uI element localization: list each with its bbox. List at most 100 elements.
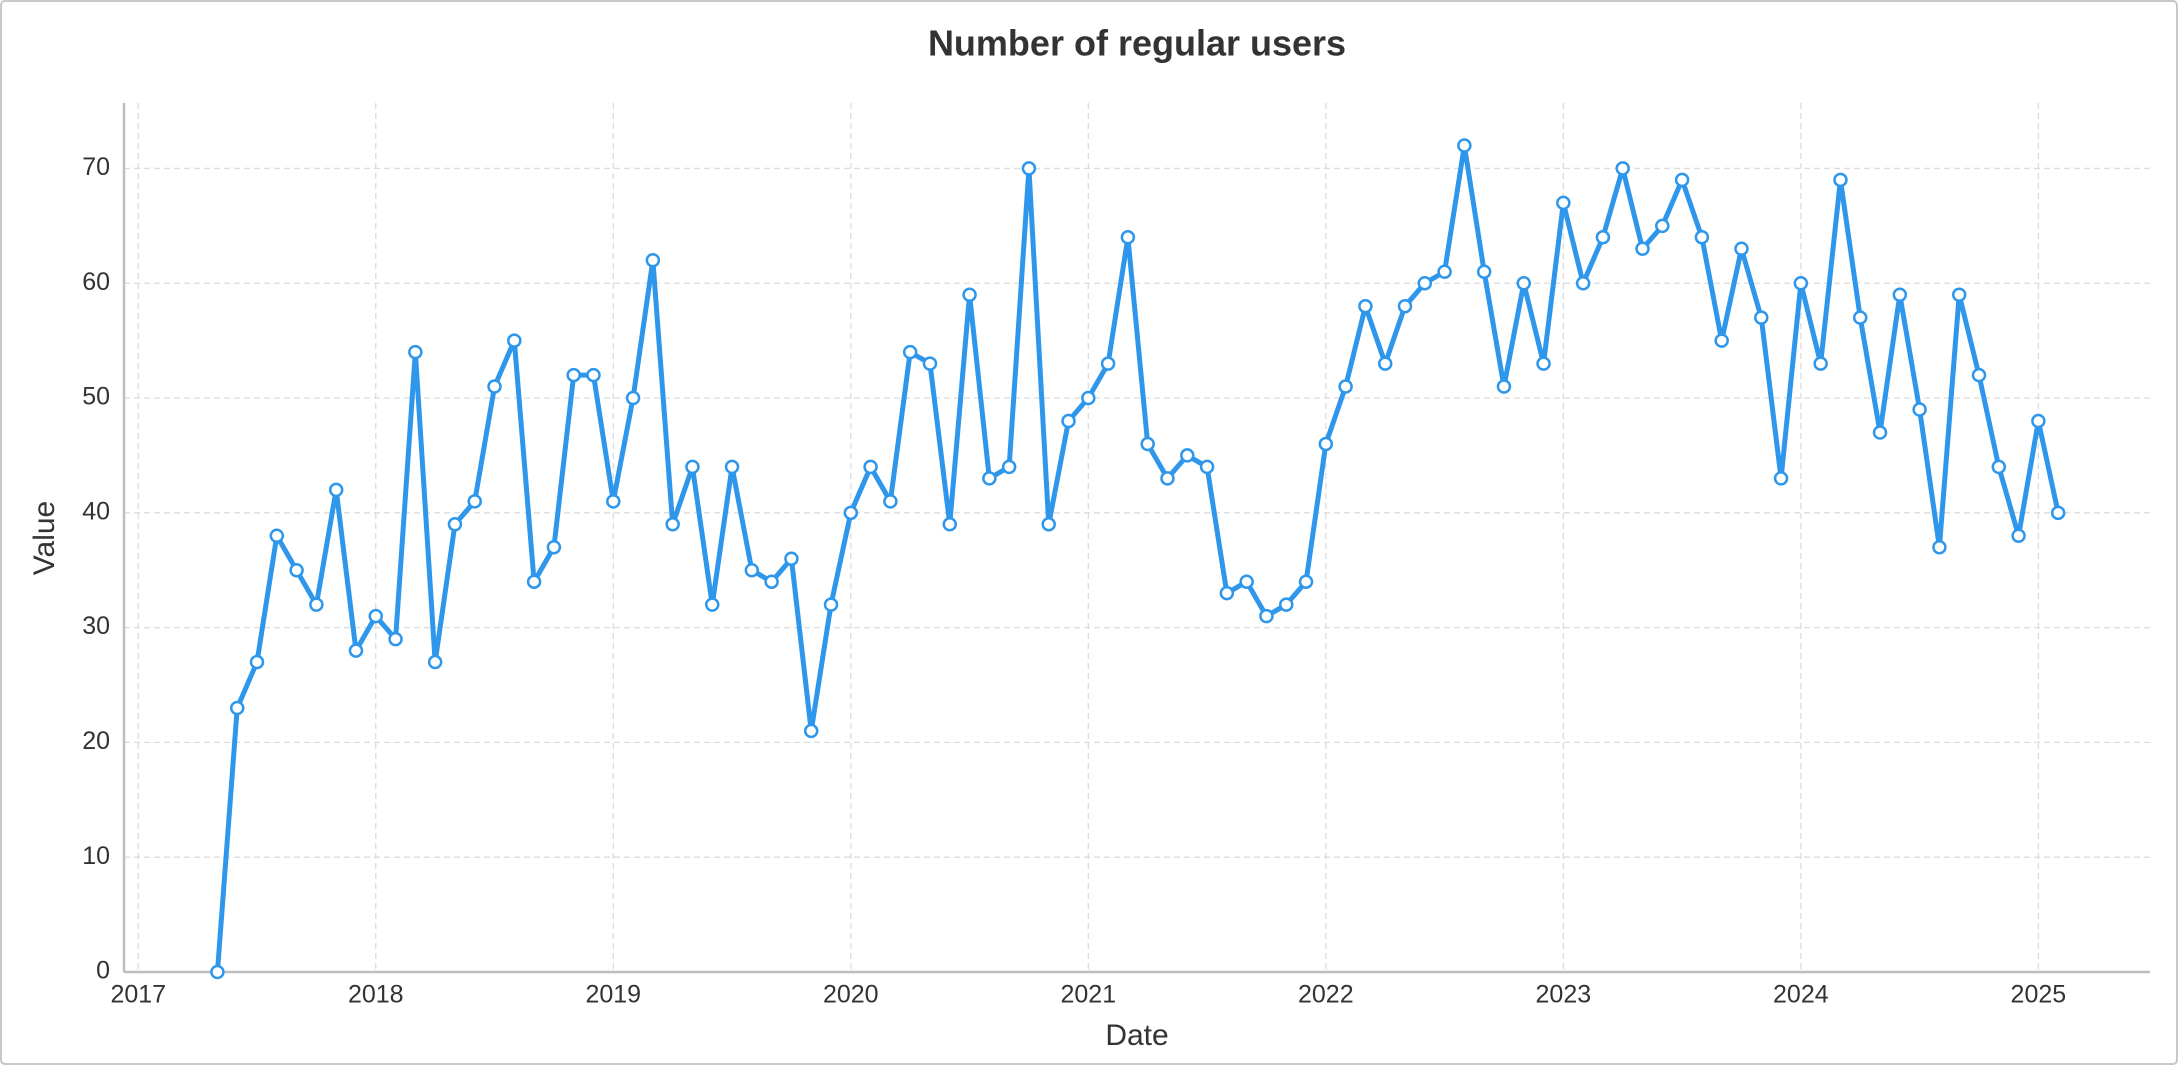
x-tick-label: 2019 — [585, 981, 641, 1009]
data-point — [1160, 471, 1175, 486]
data-point — [1239, 574, 1254, 589]
data-point — [368, 608, 384, 624]
data-point — [1001, 459, 1017, 475]
data-point — [1575, 275, 1591, 291]
data-point — [962, 287, 977, 302]
data-point — [1041, 517, 1056, 532]
x-tick-label: 2024 — [1773, 981, 1829, 1009]
data-point — [724, 459, 740, 475]
data-point — [229, 700, 245, 716]
data-point — [1338, 379, 1353, 394]
data-point — [1773, 471, 1789, 486]
data-point — [1793, 275, 1809, 291]
data-point — [625, 390, 641, 406]
data-point — [764, 574, 779, 589]
data-point — [309, 597, 324, 612]
data-point — [1536, 356, 1551, 371]
y-tick-label: 30 — [82, 612, 110, 640]
data-point — [1081, 390, 1096, 406]
data-point — [1991, 459, 2007, 475]
y-tick-label: 20 — [82, 727, 110, 755]
data-point — [427, 654, 443, 670]
x-tick-label: 2017 — [110, 981, 166, 1009]
data-point — [408, 344, 423, 360]
data-point — [467, 494, 482, 509]
data-point — [1734, 241, 1749, 257]
data-point — [1278, 597, 1294, 612]
data-point — [1595, 230, 1611, 245]
data-point — [2031, 413, 2046, 429]
data-line — [214, 142, 2061, 973]
data-point — [348, 643, 364, 658]
data-point — [1892, 287, 1908, 302]
data-point — [210, 964, 225, 980]
data-point — [803, 723, 819, 739]
data-point — [606, 494, 621, 509]
data-point — [447, 517, 463, 532]
data-point — [1219, 585, 1235, 601]
data-point — [1061, 413, 1076, 429]
x-tick-label: 2022 — [1298, 981, 1354, 1009]
data-point — [1180, 448, 1195, 463]
data-point — [1199, 459, 1215, 475]
data-point — [665, 517, 680, 532]
data-point — [1556, 195, 1571, 211]
data-point — [1714, 333, 1729, 348]
data-point — [1655, 218, 1670, 234]
x-tick-label: 2025 — [2011, 981, 2067, 1009]
data-point — [645, 253, 661, 268]
data-point — [1852, 310, 1868, 325]
data-point — [1912, 402, 1927, 417]
data-point — [922, 356, 938, 371]
x-tick-label: 2018 — [348, 981, 404, 1009]
y-tick-label: 60 — [82, 268, 110, 296]
data-point — [1694, 230, 1710, 245]
data-point — [1457, 138, 1472, 153]
data-point — [1318, 436, 1334, 452]
data-point — [2050, 505, 2066, 521]
data-point — [863, 459, 878, 475]
data-point — [1437, 264, 1452, 279]
data-point — [1951, 287, 1967, 302]
data-point — [883, 494, 898, 509]
data-point — [902, 344, 918, 360]
data-point — [1100, 356, 1116, 371]
data-point — [507, 333, 522, 348]
x-tick-label: 2021 — [1060, 981, 1116, 1009]
data-point — [1377, 356, 1393, 371]
data-point — [1674, 172, 1690, 188]
data-point — [823, 597, 839, 612]
data-point — [1872, 425, 1888, 440]
y-tick-label: 10 — [82, 842, 110, 870]
data-point — [982, 471, 997, 486]
data-point — [1358, 298, 1373, 314]
y-tick-label: 50 — [82, 383, 110, 411]
data-point — [942, 517, 958, 532]
data-point — [249, 654, 265, 670]
data-point — [487, 379, 502, 394]
data-point — [1021, 161, 1037, 176]
chart-title: Number of regular users — [928, 23, 1346, 64]
data-point — [685, 459, 700, 475]
data-point — [2011, 528, 2026, 544]
data-point — [269, 528, 285, 544]
data-point — [1635, 241, 1650, 257]
data-point — [1932, 540, 1947, 555]
data-point — [1971, 367, 1987, 383]
data-point — [1140, 436, 1155, 452]
data-point — [1259, 608, 1274, 624]
data-point — [566, 367, 581, 383]
y-tick-label: 70 — [82, 153, 110, 181]
y-axis-label: Value — [28, 501, 61, 576]
data-point — [289, 562, 304, 578]
data-point — [1496, 379, 1512, 394]
data-point — [1298, 574, 1314, 589]
data-point — [843, 505, 859, 521]
x-axis-label: Date — [1105, 1019, 1168, 1052]
data-point — [1615, 161, 1630, 176]
data-point — [586, 367, 601, 383]
data-point — [526, 574, 542, 589]
data-point — [1120, 230, 1136, 245]
